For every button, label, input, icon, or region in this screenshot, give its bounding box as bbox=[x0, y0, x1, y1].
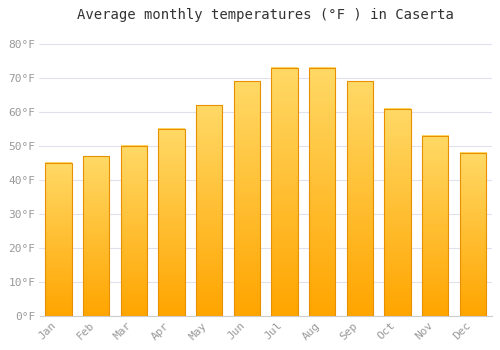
Bar bbox=[422, 136, 448, 316]
Bar bbox=[271, 68, 297, 316]
Title: Average monthly temperatures (°F ) in Caserta: Average monthly temperatures (°F ) in Ca… bbox=[77, 8, 454, 22]
Bar bbox=[309, 68, 336, 316]
Bar bbox=[234, 82, 260, 316]
Bar bbox=[83, 156, 109, 316]
Bar bbox=[196, 105, 222, 316]
Bar bbox=[120, 146, 147, 316]
Bar bbox=[384, 108, 410, 316]
Bar bbox=[346, 82, 373, 316]
Bar bbox=[45, 163, 72, 316]
Bar bbox=[460, 153, 486, 316]
Bar bbox=[158, 129, 184, 316]
